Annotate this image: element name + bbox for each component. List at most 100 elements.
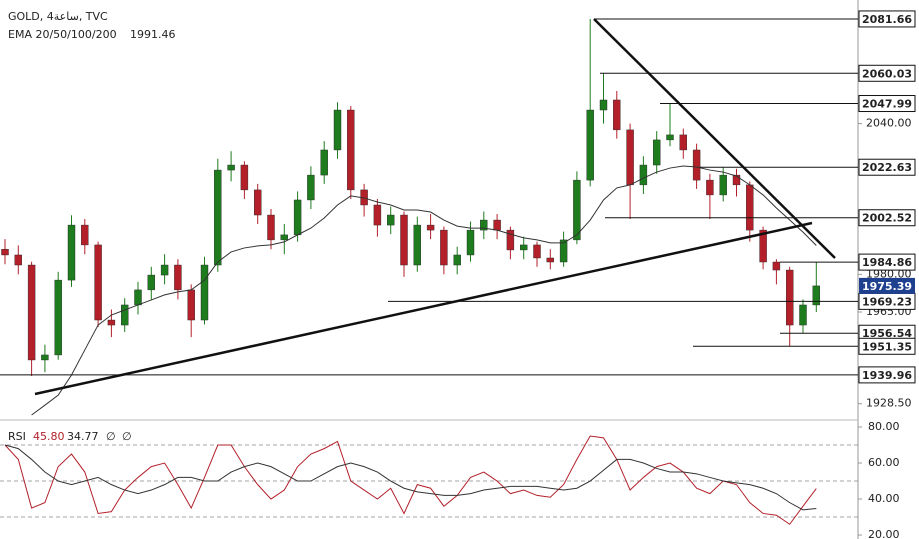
candle-body xyxy=(347,109,355,191)
level-label: 2060.03 xyxy=(862,67,912,80)
rsi-pane xyxy=(0,426,862,536)
level-box xyxy=(858,209,916,227)
candle-body xyxy=(493,219,501,231)
candle-body xyxy=(227,164,235,171)
candle-body xyxy=(280,234,288,241)
level-label: 1939.96 xyxy=(862,369,912,382)
candle-body xyxy=(214,169,222,266)
level-box xyxy=(858,366,916,384)
y-tick-label: 20.00 xyxy=(868,528,900,539)
candle-body xyxy=(533,244,541,259)
candle-body xyxy=(400,214,408,266)
candle-body xyxy=(134,289,142,306)
level-label: 1969.23 xyxy=(862,295,912,308)
rsi-ma-value: 34.77 xyxy=(67,430,99,443)
y-tick-label: 40.00 xyxy=(868,492,900,505)
level-box xyxy=(858,10,916,28)
candle-body xyxy=(187,289,195,321)
candle-body xyxy=(240,164,249,191)
candle-body xyxy=(573,179,581,241)
labels: 2040.001980.001965.001928.502081.662060.… xyxy=(858,10,916,539)
level-label: 1956.54 xyxy=(862,327,912,340)
rsi-title: RSI xyxy=(8,430,26,443)
candle-body xyxy=(320,149,328,176)
rsi-value: 45.80 xyxy=(33,430,65,443)
y-tick-label: 2040.00 xyxy=(866,117,912,130)
level-box xyxy=(858,337,916,355)
candle-body xyxy=(413,224,421,266)
rsi-line xyxy=(4,444,817,511)
last-price-label: 1975.39 xyxy=(862,280,912,293)
candle-body xyxy=(1,248,9,256)
candle-body xyxy=(81,224,89,246)
candle-body xyxy=(466,229,475,256)
candle-body xyxy=(586,109,594,181)
level-box xyxy=(858,64,916,82)
candle-body xyxy=(480,219,488,231)
candle-body xyxy=(67,224,76,281)
candle-body xyxy=(160,264,169,276)
level-label: 2047.99 xyxy=(862,98,912,111)
level-label: 2022.63 xyxy=(862,161,912,174)
candle-body xyxy=(440,229,448,266)
candle-body xyxy=(54,279,62,356)
candle-body xyxy=(94,244,102,321)
level-label: 1951.35 xyxy=(862,340,912,353)
candle-body xyxy=(546,257,554,263)
candle-body xyxy=(786,269,794,326)
candle-body xyxy=(333,109,342,151)
y-tick-label: 60.00 xyxy=(868,456,900,469)
price-pane xyxy=(0,18,862,416)
last-price-box xyxy=(859,277,915,294)
y-tick-label: 80.00 xyxy=(868,420,900,433)
candle-body xyxy=(426,224,435,231)
level-box xyxy=(858,95,916,113)
candle-body xyxy=(267,214,275,241)
level-label: 2081.66 xyxy=(862,13,912,26)
candle-body xyxy=(120,304,129,326)
candle-body xyxy=(706,179,714,196)
candle-body xyxy=(200,264,209,321)
candle-body xyxy=(559,239,568,263)
candle-body xyxy=(732,174,741,186)
candle-body xyxy=(453,254,461,266)
candle-body xyxy=(599,99,608,111)
candle-body xyxy=(759,229,767,263)
candle-body xyxy=(293,199,302,236)
candle-body xyxy=(626,129,634,186)
candle-body xyxy=(679,134,687,151)
rsi-extra: ∅ xyxy=(106,430,116,443)
candle-body xyxy=(653,139,661,166)
candle-body xyxy=(520,244,528,251)
rsi-line xyxy=(4,435,817,525)
candle-body xyxy=(692,149,701,181)
indicator-name: EMA 20/50/100/200 xyxy=(8,28,117,41)
candle-body xyxy=(719,174,727,196)
candle-body xyxy=(639,164,648,186)
level-label: 2002.52 xyxy=(862,212,912,225)
candle-body xyxy=(506,229,515,251)
resistance-trendline xyxy=(593,18,836,259)
level-label: 1984.86 xyxy=(862,256,912,269)
candle-body xyxy=(373,204,382,226)
support-trendline xyxy=(34,221,813,396)
candle-body xyxy=(253,189,262,216)
rsi-extra: ∅ xyxy=(122,430,132,443)
candle-body xyxy=(14,254,23,266)
candle-body xyxy=(174,264,182,291)
candle-body xyxy=(666,134,674,141)
candle-body xyxy=(746,184,754,231)
candle-body xyxy=(107,319,116,326)
candle-body xyxy=(27,264,36,361)
candle-body xyxy=(772,261,781,271)
candle-body xyxy=(307,174,315,201)
y-tick-label: 1928.50 xyxy=(866,397,912,410)
candle-body xyxy=(799,304,807,326)
level-box xyxy=(858,158,916,176)
candle-body xyxy=(613,99,621,131)
indicator-value: 1991.46 xyxy=(130,28,176,41)
candle-body xyxy=(387,214,395,226)
